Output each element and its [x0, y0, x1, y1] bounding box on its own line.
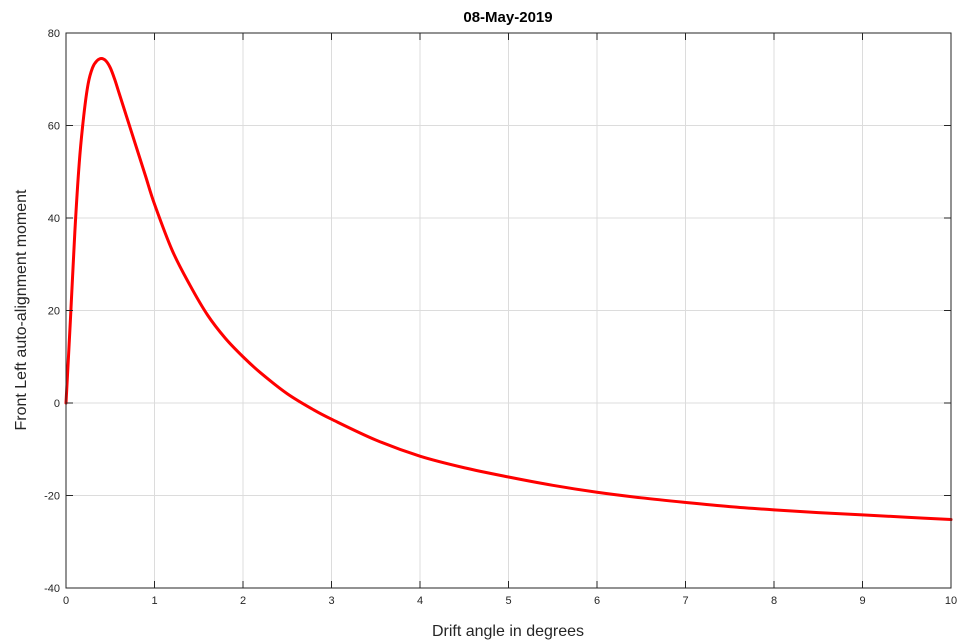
x-tick-label: 3 — [328, 595, 334, 607]
y-tick-label: -40 — [44, 583, 60, 595]
x-axis-title: Drift angle in degrees — [432, 623, 584, 640]
x-tick-label: 9 — [859, 595, 865, 607]
x-tick-label: 2 — [240, 595, 246, 607]
series-layer — [64, 56, 953, 522]
series-line — [64, 56, 953, 522]
chart-title: 08-May-2019 — [463, 9, 552, 26]
y-tick-label: 60 — [48, 121, 60, 133]
x-tick-label: 7 — [682, 595, 688, 607]
x-tick-labels: 0 1 2 3 4 5 6 7 8 9 10 — [63, 595, 957, 607]
y-tick-label: 40 — [48, 213, 60, 225]
x-tick-label: 6 — [594, 595, 600, 607]
y-tick-label: 80 — [48, 28, 60, 40]
x-tick-label: 1 — [151, 595, 157, 607]
y-axis-title: Front Left auto-alignment moment — [13, 189, 30, 431]
y-tick-label: 20 — [48, 306, 60, 318]
x-tick-label: 10 — [945, 595, 957, 607]
y-tick-label: -20 — [44, 491, 60, 503]
x-tick-label: 5 — [505, 595, 511, 607]
x-tick-label: 8 — [771, 595, 777, 607]
x-tick-label: 4 — [417, 595, 423, 607]
y-tick-label: 0 — [54, 398, 60, 410]
tick-marks — [65, 32, 952, 589]
y-tick-labels: -40 -20 0 20 40 60 80 — [44, 28, 60, 595]
x-tick-label: 0 — [63, 595, 69, 607]
